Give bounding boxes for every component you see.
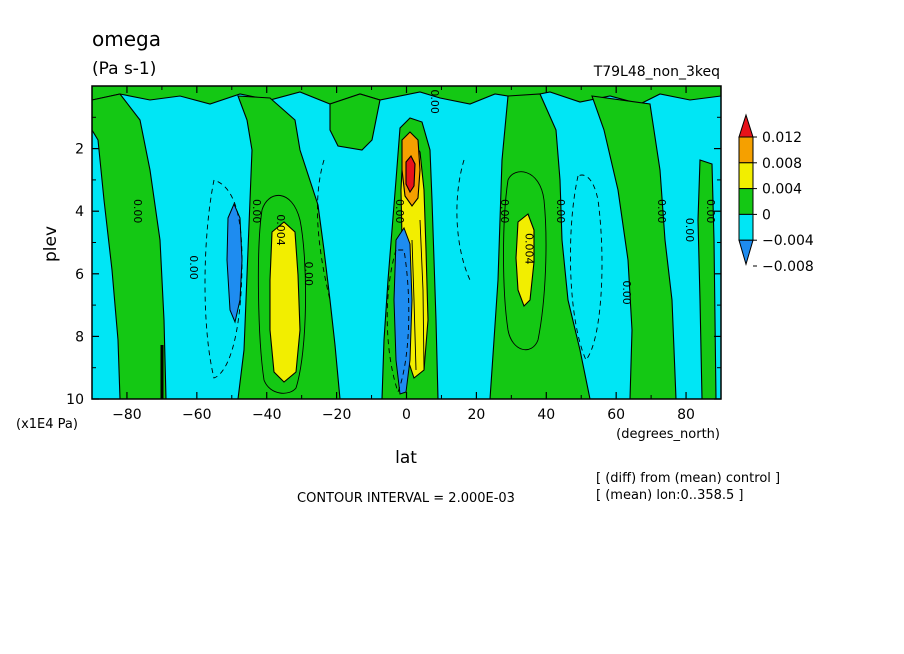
- colorbar-label: −0.008: [762, 259, 814, 275]
- dashed-contour-nh-midlat: [569, 174, 603, 361]
- y-axis-ticks: 2 4 6 8 10: [66, 116, 721, 408]
- contour-label: 0.00: [393, 199, 406, 224]
- colorbar-swatch: [738, 188, 754, 215]
- note-mean: [ (mean) lon:0..358.5 ]: [596, 488, 744, 503]
- contour-label: 0.00: [620, 280, 633, 305]
- colorbar-label: −0.004: [762, 233, 814, 249]
- contour-label: 0.00: [683, 218, 696, 243]
- x-tick-label: −60: [182, 407, 212, 423]
- dashed-contour-sh-midlat: [317, 159, 331, 301]
- units-label: (Pa s-1): [92, 59, 156, 79]
- contour-label: 0.00: [302, 262, 315, 287]
- x-tick-label: −80: [112, 407, 142, 423]
- x-axis-ticks: −80 −60 −40 −20 0 20 40 60 80: [91, 86, 722, 423]
- contour-line-equator-2: [419, 219, 425, 371]
- green-top-strip: [92, 86, 721, 105]
- green-region-nh-high: [591, 95, 677, 399]
- colorbar-swatch-top: [738, 113, 754, 138]
- y-tick-label: 8: [75, 329, 84, 345]
- colorbar-swatch: [738, 136, 754, 164]
- dashed-contour-nh-subtropics: [456, 159, 471, 281]
- contour-label: 0.00: [655, 199, 668, 224]
- colorbar-swatch: [738, 213, 754, 241]
- contour-line-nh-subtropics: [503, 171, 547, 351]
- blue-region-equator: [393, 226, 413, 395]
- colorbar-swatch: [738, 162, 754, 190]
- green-region-sh-extra: [329, 93, 381, 151]
- colorbar: 0.012 0.008 0.004 0 −0.004 −0.008: [738, 113, 814, 275]
- note-diff: [ (diff) from (mean) control ]: [596, 471, 780, 486]
- green-region-sh-polar: [92, 93, 167, 399]
- yellow-region-sh-midlat: [269, 221, 301, 383]
- x-tick-label: −40: [252, 407, 282, 423]
- contour-label: 0.00: [131, 199, 144, 224]
- plot-area: 0.00 0.00 0.00 0.00 0.004 0.00 0.00 0.00 0.004 0.…: [92, 86, 721, 399]
- contour-label: 0.00: [498, 199, 511, 224]
- x-axis-label: lat: [395, 448, 417, 468]
- y-tick-label: 2: [75, 142, 84, 158]
- y-axis-label: plev: [41, 226, 61, 262]
- colorbar-swatch-bottom: [738, 239, 754, 266]
- y-tick-label: 6: [75, 267, 84, 283]
- x-tick-label: 20: [467, 407, 485, 423]
- y-tick-label: 4: [75, 204, 84, 220]
- colorbar-label: 0: [762, 207, 771, 223]
- x-tick-label: 80: [677, 407, 695, 423]
- dashed-contour-sh-subtropics: [204, 179, 243, 379]
- y-axis-units: (x1E4 Pa): [16, 417, 78, 432]
- contour-label: 0.004: [522, 233, 535, 265]
- x-tick-label: 0: [402, 407, 411, 423]
- blue-region-sh: [226, 202, 243, 324]
- contour-label: 0.004: [274, 214, 287, 246]
- contour-line-equator-1: [411, 239, 417, 371]
- contour-label: 0.00: [250, 199, 263, 224]
- y-tick-label: 10: [66, 392, 84, 408]
- contour-interval-text: CONTOUR INTERVAL = 2.000E-03: [297, 491, 515, 506]
- contour-line-sh-midlat: [257, 194, 307, 394]
- colorbar-label: 0.008: [762, 156, 802, 172]
- red-region-equator: [405, 155, 416, 194]
- colorbar-label: 0.012: [762, 130, 802, 146]
- colorbar-label: 0.004: [762, 182, 802, 198]
- green-region-nh-subtropics: [489, 93, 591, 399]
- x-tick-label: 60: [607, 407, 625, 423]
- green-region-nh-polar: [697, 159, 717, 399]
- contour-label: 0.00: [554, 199, 567, 224]
- experiment-label: T79L48_non_3keq: [593, 64, 720, 80]
- contour-label: 0.00: [704, 199, 717, 224]
- x-axis-units: (degrees_north): [616, 427, 720, 442]
- contour-label: 0.00: [428, 89, 441, 114]
- x-tick-label: −20: [322, 407, 352, 423]
- x-tick-label: 40: [537, 407, 555, 423]
- contour-label: 0.00: [187, 255, 200, 280]
- chart-title: omega: [92, 27, 161, 51]
- yellow-region-nh-subtropics: [515, 213, 535, 307]
